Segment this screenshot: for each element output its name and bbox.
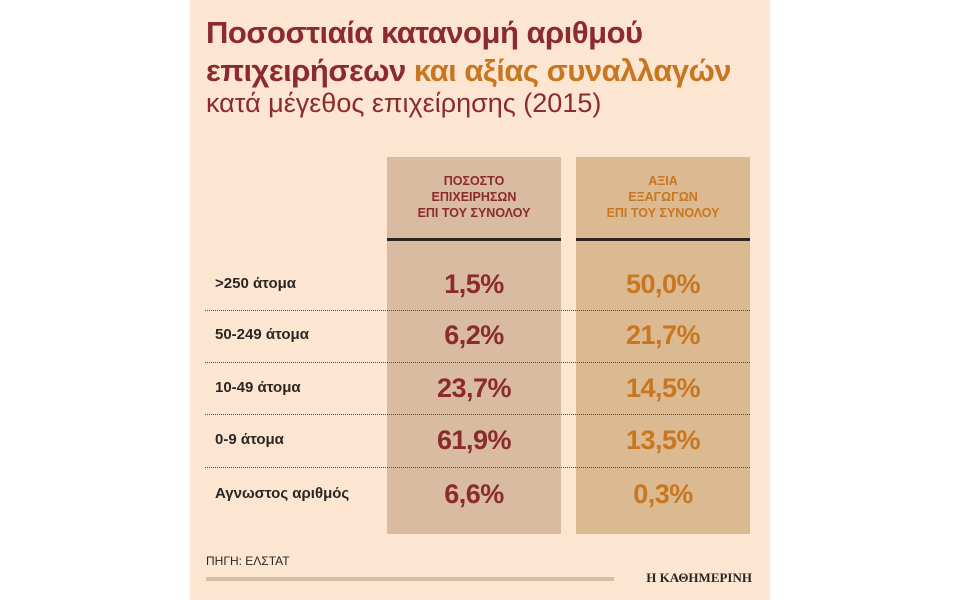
- exports-value: 21,7%: [625, 320, 701, 350]
- row-label: 50-249 άτομα: [215, 326, 309, 343]
- exports-value: 50,0%: [625, 269, 701, 299]
- title: Ποσοστιαία κατανομή αριθμού επιχειρήσεων…: [206, 14, 732, 90]
- infographic-panel: Ποσοστιαία κατανομή αριθμού επιχειρήσεων…: [190, 0, 770, 600]
- row-divider: [205, 414, 750, 415]
- title-line1: Ποσοστιαία κατανομή αριθμού: [206, 15, 643, 50]
- column-header: ΠΟΣΟΣΤΟ ΕΠΙΧΕΙΡΗΣΩΝ ΕΠΙ ΤΟΥ ΣΥΝΟΛΟΥ: [417, 174, 531, 220]
- header-divider: [387, 238, 561, 241]
- row-divider: [205, 362, 750, 363]
- row-label: Αγνωστος αριθμός: [215, 485, 350, 502]
- column-exports: ΑΞΙΑ ΕΞΑΓΩΓΩΝ ΕΠΙ ΤΟΥ ΣΥΝΟΛΟΥ: [576, 157, 750, 534]
- title-line2-b: και αξίας συναλλαγών: [413, 53, 732, 88]
- row-label: >250 άτομα: [215, 275, 297, 292]
- header-divider: [576, 238, 750, 241]
- businesses-value: 6,6%: [444, 479, 504, 509]
- row-divider: [205, 467, 750, 468]
- footer-bar: [206, 577, 614, 581]
- brand-logo: Η ΚΑΘΗΜΕΡΙΝΗ: [646, 570, 752, 585]
- row-label: 10-49 άτομα: [215, 379, 301, 396]
- businesses-value: 61,9%: [436, 425, 512, 455]
- table-row: 50-249 άτομα 6,2% 21,7%: [205, 309, 750, 361]
- businesses-value: 1,5%: [444, 269, 504, 299]
- column-businesses: ΠΟΣΟΣΤΟ ΕΠΙΧΕΙΡΗΣΩΝ ΕΠΙ ΤΟΥ ΣΥΝΟΛΟΥ: [387, 157, 561, 534]
- exports-value: 13,5%: [625, 425, 701, 455]
- subtitle: κατά μέγεθος επιχείρησης (2015): [206, 88, 602, 118]
- table-row: 10-49 άτομα 23,7% 14,5%: [205, 362, 750, 414]
- source-note: ΠΗΓΗ: ΕΛΣΤΑΤ: [206, 554, 290, 568]
- businesses-value: 6,2%: [444, 320, 504, 350]
- row-divider: [205, 310, 750, 311]
- table-row: >250 άτομα 1,5% 50,0%: [205, 258, 750, 310]
- businesses-value: 23,7%: [436, 373, 512, 403]
- exports-value: 14,5%: [625, 373, 701, 403]
- title-line2-a: επιχειρήσεων: [206, 53, 406, 88]
- row-label: 0-9 άτομα: [215, 431, 284, 448]
- column-header: ΑΞΙΑ ΕΞΑΓΩΓΩΝ ΕΠΙ ΤΟΥ ΣΥΝΟΛΟΥ: [606, 174, 720, 220]
- table-row: 0-9 άτομα 61,9% 13,5%: [205, 414, 750, 466]
- table-row: Αγνωστος αριθμός 6,6% 0,3%: [205, 468, 750, 520]
- exports-value: 0,3%: [633, 479, 693, 509]
